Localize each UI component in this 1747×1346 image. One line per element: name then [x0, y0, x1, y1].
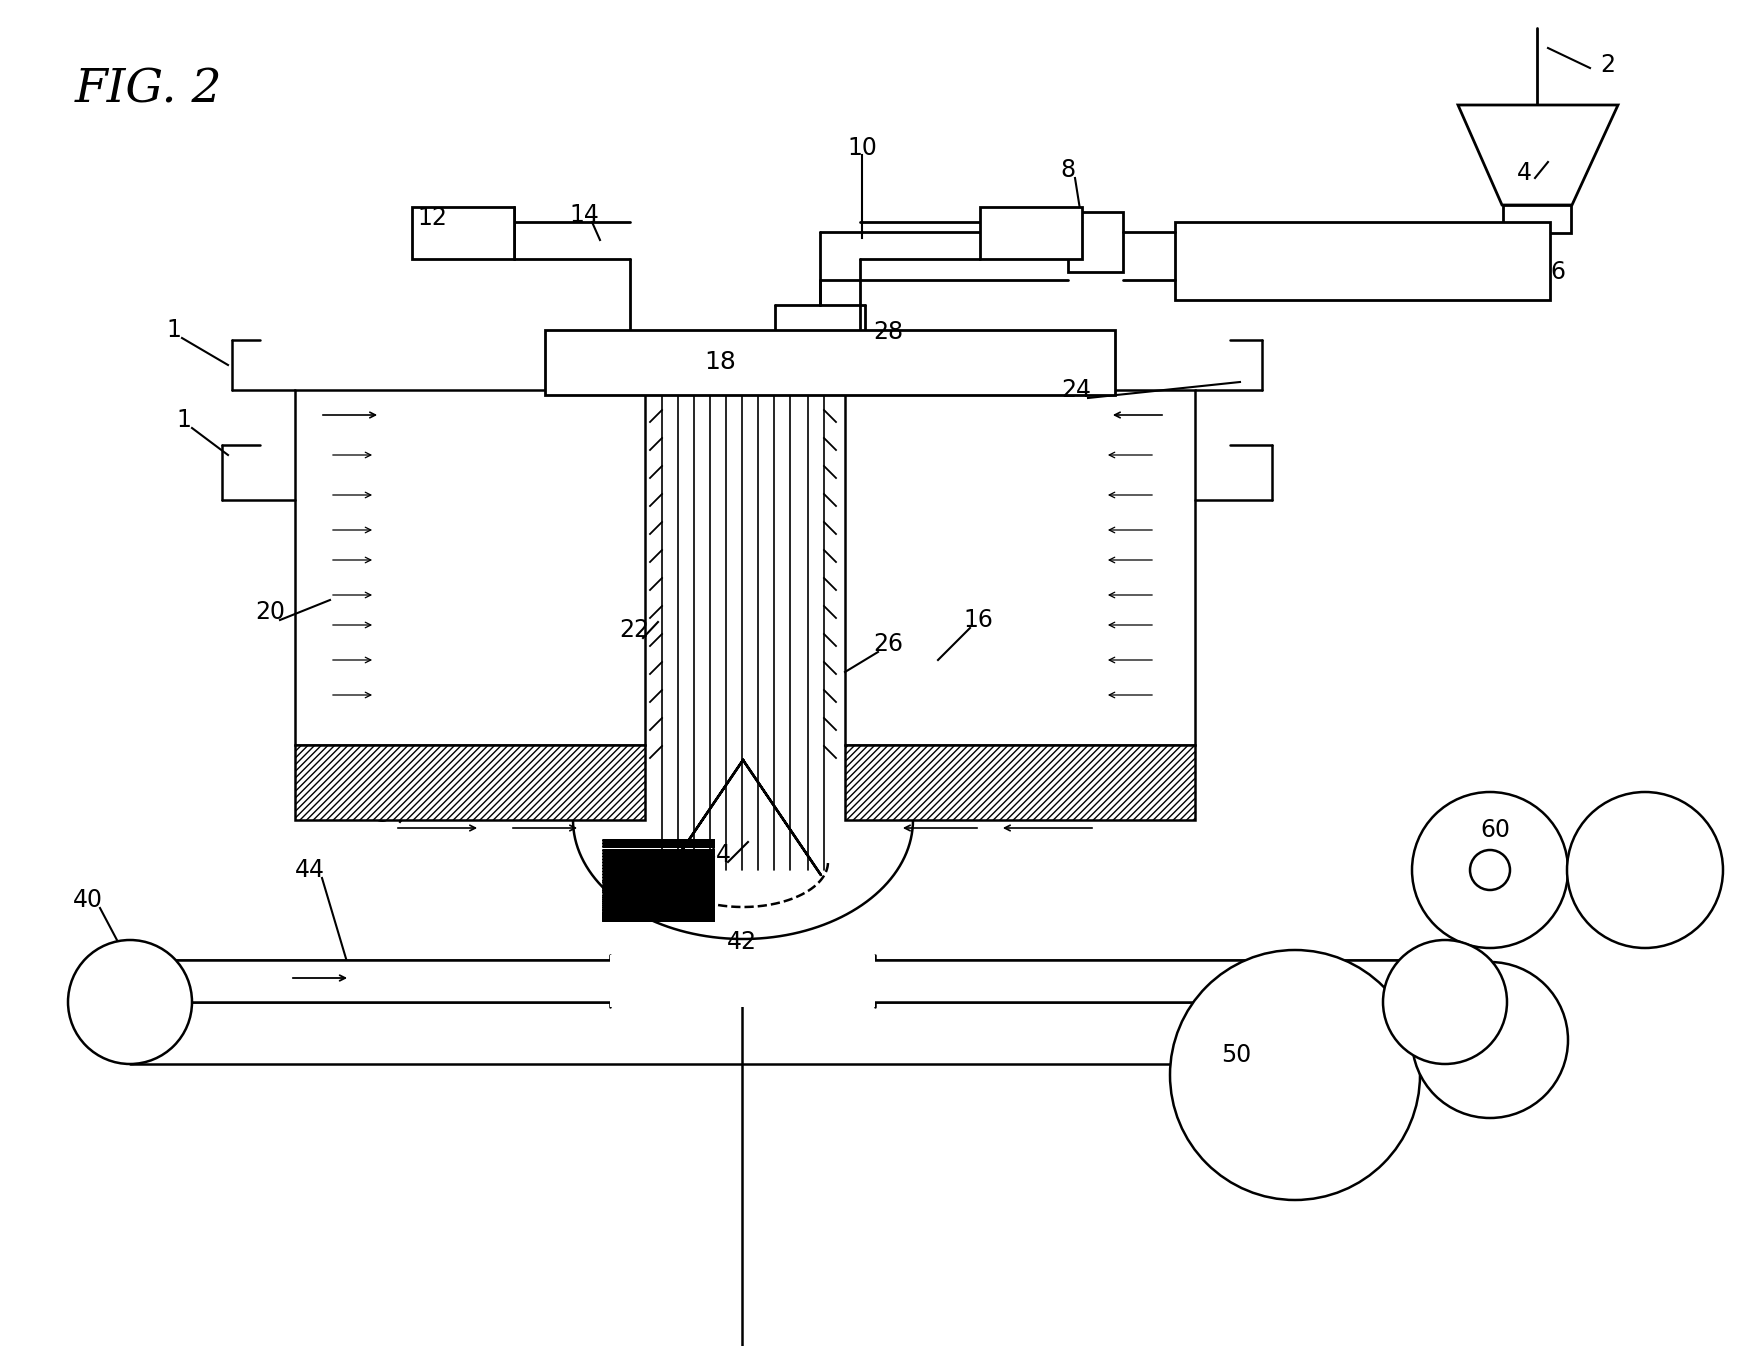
Circle shape — [1384, 940, 1508, 1063]
Text: 14: 14 — [570, 203, 599, 227]
Text: 12: 12 — [418, 206, 447, 230]
Text: 24: 24 — [1060, 378, 1090, 402]
Text: 10: 10 — [847, 136, 877, 160]
Text: 26: 26 — [874, 633, 903, 656]
Text: 16: 16 — [963, 608, 992, 633]
Text: 1: 1 — [166, 318, 182, 342]
Bar — [1176, 222, 1550, 300]
Polygon shape — [1459, 105, 1618, 205]
Bar — [295, 744, 645, 820]
Text: 4: 4 — [1516, 162, 1532, 184]
Bar — [846, 744, 1195, 820]
Circle shape — [1170, 950, 1420, 1201]
Bar — [1502, 205, 1571, 233]
Text: 20: 20 — [255, 600, 285, 625]
Circle shape — [1469, 851, 1509, 890]
Bar — [1067, 213, 1123, 272]
Text: 6: 6 — [1551, 260, 1565, 284]
Bar — [412, 207, 514, 258]
Text: 8: 8 — [1060, 157, 1076, 182]
Bar — [545, 330, 1115, 394]
Text: 28: 28 — [874, 320, 903, 345]
Text: 22: 22 — [618, 618, 648, 642]
Text: 2: 2 — [1600, 52, 1616, 77]
Text: 44: 44 — [295, 857, 325, 882]
Text: 34: 34 — [701, 843, 730, 867]
Text: 40: 40 — [73, 888, 103, 913]
Text: 50: 50 — [1221, 1043, 1251, 1067]
Bar — [980, 207, 1081, 258]
Circle shape — [1412, 962, 1569, 1119]
Bar — [94, 960, 1490, 1001]
Text: FIG. 2: FIG. 2 — [75, 67, 222, 113]
Circle shape — [1412, 791, 1569, 948]
Circle shape — [1567, 791, 1723, 948]
Text: 18: 18 — [704, 350, 735, 374]
Text: 1: 1 — [176, 408, 192, 432]
Circle shape — [68, 940, 192, 1063]
Bar — [846, 390, 1195, 744]
Bar — [295, 390, 645, 744]
Text: 42: 42 — [727, 930, 756, 954]
Bar — [610, 956, 875, 1007]
Text: 60: 60 — [1480, 818, 1509, 843]
Text: 34: 34 — [376, 804, 405, 826]
